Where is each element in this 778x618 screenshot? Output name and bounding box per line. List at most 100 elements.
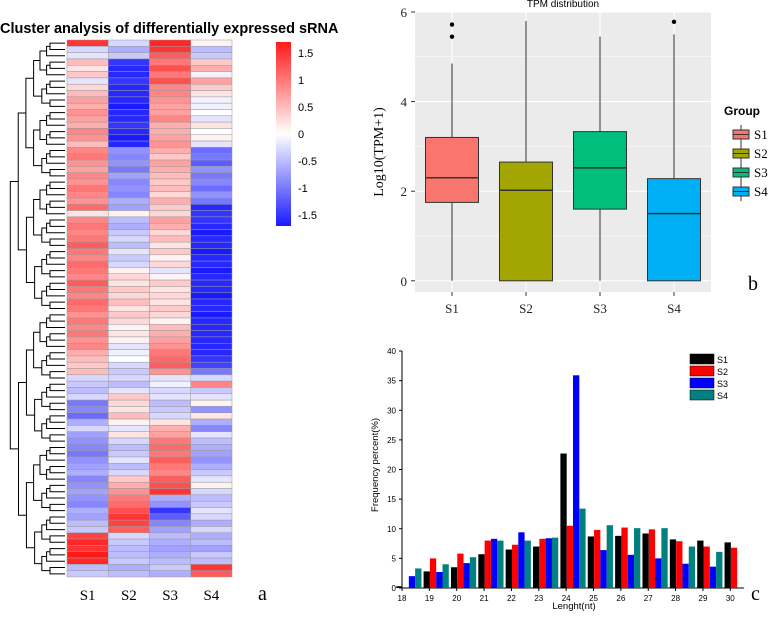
dendrogram-branch bbox=[49, 169, 65, 177]
histogram-bar-S3 bbox=[408, 576, 416, 588]
histogram-bar-S4 bbox=[524, 540, 531, 588]
dendrogram-branch bbox=[39, 322, 47, 343]
histogram-bar-S4 bbox=[469, 557, 477, 588]
heatmap-cell bbox=[149, 121, 191, 129]
dendrogram-branch bbox=[17, 112, 27, 251]
heatmap-cell bbox=[149, 456, 191, 464]
heatmap-cell bbox=[190, 431, 233, 439]
dendrogram-branch bbox=[49, 200, 65, 208]
heatmap-cell bbox=[66, 564, 109, 571]
heatmap-cell bbox=[149, 77, 191, 85]
heatmap-cell bbox=[190, 355, 233, 363]
color-scale-tick-label: 0.5 bbox=[298, 102, 313, 114]
heatmap-cell bbox=[149, 248, 191, 256]
histogram-legend-swatch bbox=[689, 377, 715, 389]
heatmap-cell bbox=[190, 437, 233, 445]
heatmap-cell bbox=[149, 444, 191, 451]
heatmap-cell bbox=[149, 153, 191, 161]
heatmap-cell bbox=[190, 317, 233, 325]
heatmap-cell bbox=[190, 90, 233, 98]
dendrogram-branch bbox=[46, 386, 65, 398]
heatmap-cell bbox=[108, 96, 150, 104]
heatmap-cell bbox=[190, 450, 233, 458]
heatmap-cell bbox=[108, 545, 150, 552]
heatmap-cell bbox=[108, 185, 150, 192]
heatmap-cell bbox=[149, 488, 191, 496]
heatmap-cell bbox=[108, 450, 150, 458]
heatmap-cell bbox=[66, 254, 109, 262]
heatmap-cell bbox=[108, 254, 150, 262]
histogram-bars bbox=[396, 375, 738, 588]
histogram-bar-S4 bbox=[716, 551, 723, 588]
heatmap-cell bbox=[108, 361, 150, 369]
heatmap-cell bbox=[108, 273, 150, 281]
heatmap-cell bbox=[149, 481, 191, 489]
heatmap-cell bbox=[149, 273, 191, 281]
histogram-legend-label: S2 bbox=[717, 367, 728, 377]
dendrogram-branch bbox=[18, 382, 27, 516]
histogram-bar-S3 bbox=[682, 563, 689, 588]
heatmap-cell bbox=[149, 361, 191, 369]
histogram-x-tick-label: 30 bbox=[726, 594, 735, 603]
heatmap-cell bbox=[66, 298, 109, 306]
heatmap-cell bbox=[190, 191, 233, 199]
heatmap-cell bbox=[190, 241, 233, 249]
heatmap-cell bbox=[66, 412, 109, 420]
dendrogram-branch bbox=[49, 112, 65, 120]
heatmap-cell bbox=[108, 128, 150, 136]
histogram-bar-S2 bbox=[457, 553, 464, 588]
heatmap-cell bbox=[66, 260, 109, 268]
heatmap-cell bbox=[190, 102, 233, 110]
heatmap-cell bbox=[149, 109, 191, 117]
histogram-bar-S3 bbox=[709, 566, 717, 588]
heatmap-cell bbox=[66, 361, 109, 369]
heatmap-cell bbox=[66, 317, 109, 325]
heatmap-cell bbox=[149, 311, 191, 319]
dendrogram-branch bbox=[39, 50, 47, 71]
histogram-bar-S1 bbox=[478, 554, 485, 588]
heatmap-cell bbox=[108, 412, 150, 420]
heatmap-cell bbox=[66, 469, 109, 477]
heatmap-cell bbox=[190, 513, 233, 521]
dendrogram-branch bbox=[25, 349, 35, 416]
panel-label-c: c bbox=[751, 583, 760, 605]
dendrogram-branch bbox=[49, 61, 65, 69]
histogram-x-tick-label: 21 bbox=[480, 594, 489, 603]
heatmap-cell bbox=[66, 279, 109, 287]
heatmap-cell bbox=[190, 481, 233, 489]
heatmap-cell bbox=[108, 342, 150, 350]
dendrogram-branch bbox=[46, 469, 65, 480]
heatmap-cell bbox=[66, 191, 109, 199]
heatmap-cell bbox=[190, 52, 233, 60]
histogram-bar-S3 bbox=[600, 550, 607, 588]
heatmap-cell bbox=[190, 380, 233, 388]
histogram-bar-S4 bbox=[606, 525, 613, 588]
heatmap-cell bbox=[190, 248, 233, 256]
heatmap-cell bbox=[190, 121, 233, 129]
heatmap-cell bbox=[66, 551, 109, 559]
heatmap-cell bbox=[108, 324, 150, 331]
heatmap-cell bbox=[108, 526, 150, 534]
heatmap-cell bbox=[108, 172, 150, 180]
heatmap-cell bbox=[108, 204, 150, 211]
histogram-x-tick-label: 29 bbox=[699, 594, 708, 603]
dendrogram-branch bbox=[49, 282, 65, 291]
heatmap-cell bbox=[149, 349, 191, 357]
histogram-bar-S1 bbox=[533, 546, 540, 588]
dendrogram-branch bbox=[33, 129, 42, 167]
histogram-x-tick-label: 20 bbox=[452, 594, 461, 603]
histogram-bar-S1 bbox=[642, 533, 649, 588]
histogram-bar-S1 bbox=[450, 567, 458, 588]
heatmap-cell bbox=[149, 538, 191, 546]
heatmap-cell bbox=[66, 380, 109, 388]
heatmap-cell bbox=[190, 311, 233, 319]
heatmap-cell bbox=[190, 286, 233, 293]
boxplot-y-tick-label: 4 bbox=[401, 95, 408, 110]
heatmap-cell bbox=[190, 361, 233, 369]
histogram-legend-label: S1 bbox=[717, 355, 728, 365]
heatmap-cell bbox=[190, 140, 233, 148]
histogram-bar-S4 bbox=[551, 537, 559, 588]
histogram-bar-S1 bbox=[615, 535, 622, 588]
heatmap-cell bbox=[66, 216, 109, 224]
heatmap-cell bbox=[149, 513, 191, 521]
